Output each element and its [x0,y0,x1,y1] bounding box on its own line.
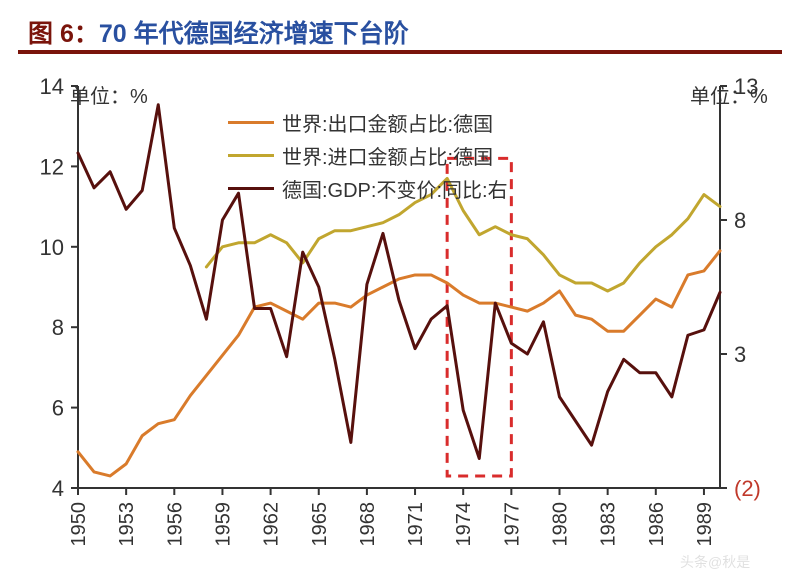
y-right-tick: 3 [734,342,746,367]
y-left-tick: 14 [40,74,64,99]
y-left-tick: 8 [52,315,64,340]
y-left-tick: 12 [40,154,64,179]
x-tick: 1959 [212,502,234,547]
legend-swatch [228,187,274,190]
y-right-tick: 8 [734,208,746,233]
legend-label: 世界:进口金额占比:德国 [282,141,493,170]
y-left-tick: 6 [52,396,64,421]
legend-item: 世界:进口金额占比:德国 [228,141,508,170]
figure-title: 图 6：70 年代德国经济增速下台阶 [28,14,409,50]
legend-swatch [228,154,274,157]
x-tick: 1950 [68,502,90,547]
legend-label: 世界:出口金额占比:德国 [282,108,493,137]
legend-label: 德国:GDP:不变价:同比:右 [282,174,508,203]
legend-swatch [228,121,274,124]
x-tick: 1953 [116,502,138,547]
legend-item: 世界:出口金额占比:德国 [228,108,508,137]
y-left-tick: 4 [52,476,64,501]
right-axis-unit: 单位：% [690,80,768,109]
watermark: 头条@秋是 [680,552,750,572]
legend-item: 德国:GDP:不变价:同比:右 [228,174,508,203]
x-tick: 1965 [309,502,331,547]
x-tick: 1974 [453,502,475,547]
x-tick: 1977 [501,502,523,547]
x-tick: 1986 [646,502,668,547]
y-left-tick: 10 [40,235,64,260]
legend: 世界:出口金额占比:德国世界:进口金额占比:德国德国:GDP:不变价:同比:右 [228,108,508,207]
x-tick: 1983 [598,502,620,547]
figure-title-text: 70 年代德国经济增速下台阶 [99,20,409,48]
x-tick: 1968 [357,502,379,547]
figure-number: 图 6： [28,20,99,48]
x-tick: 1989 [694,502,716,547]
x-tick: 1962 [261,502,283,547]
x-tick: 1980 [550,502,572,547]
x-tick: 1956 [164,502,186,547]
left-axis-unit: 单位：% [70,80,148,109]
y-right-tick: (2) [734,476,761,501]
x-tick: 1971 [405,502,427,547]
